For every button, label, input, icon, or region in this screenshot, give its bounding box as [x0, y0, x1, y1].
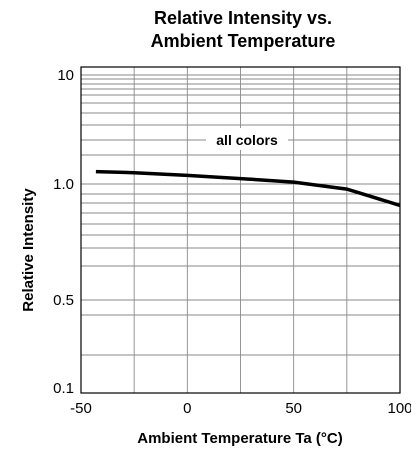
- y-tick-label-0-5: 0.5: [53, 292, 74, 309]
- series-line: [95, 169, 401, 208]
- annotation-box: [206, 128, 288, 150]
- x-tick-label: 100: [387, 400, 411, 417]
- x-axis-label: Ambient Temperature Ta (°C): [137, 430, 342, 447]
- grid: [81, 67, 400, 393]
- x-tick-labels: -50 0 50 100: [70, 400, 411, 417]
- chart-title-line-1: Relative Intensity vs.: [154, 8, 332, 28]
- x-tick-label: -50: [70, 400, 92, 417]
- x-tick-label: 50: [285, 400, 302, 417]
- series-group: [95, 169, 401, 208]
- y-tick-label-1-0: 1.0: [53, 176, 74, 193]
- y-axis-label: Relative Intensity: [20, 188, 37, 312]
- x-tick-label: 0: [183, 400, 191, 417]
- y-tick-label-0-1: 0.1: [53, 380, 74, 397]
- y-tick-label-10: 10: [57, 67, 74, 84]
- plot-frame: [80, 66, 401, 394]
- chart-title-line-2: Ambient Temperature: [151, 31, 336, 51]
- annotation-all-colors: all colors: [216, 132, 278, 148]
